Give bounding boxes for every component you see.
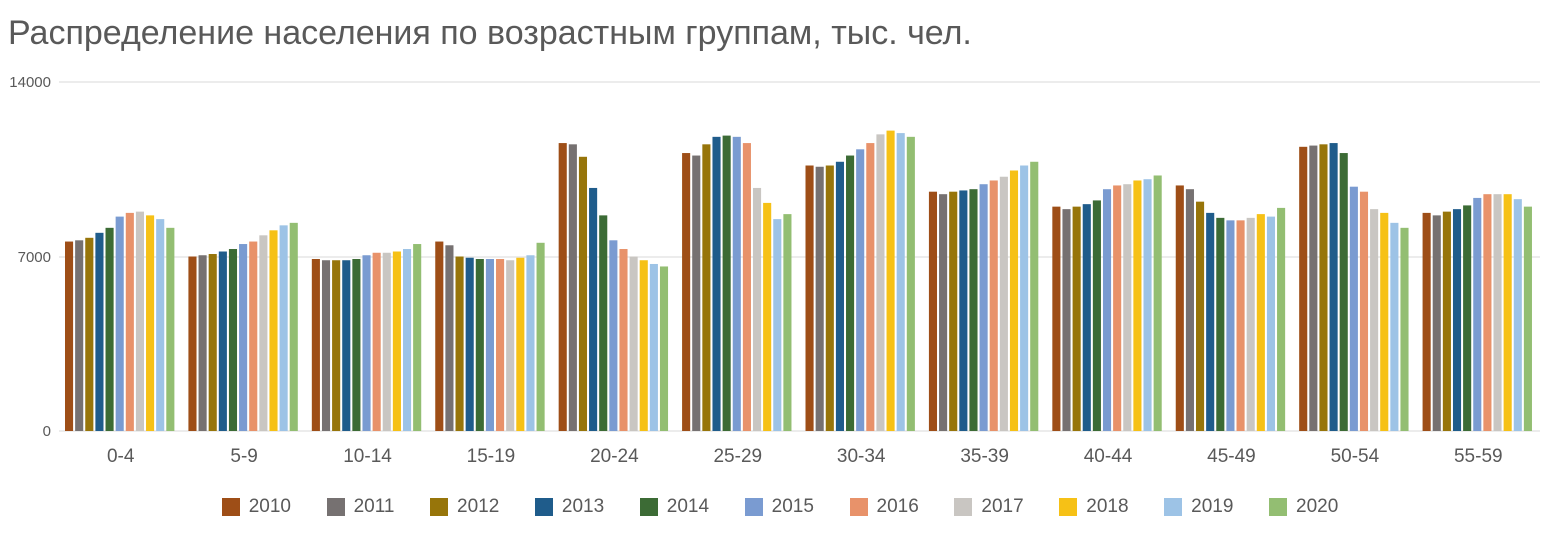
svg-text:20-24: 20-24 [590, 446, 639, 467]
svg-text:5-9: 5-9 [230, 446, 257, 467]
svg-text:40-44: 40-44 [1084, 446, 1133, 467]
svg-text:0: 0 [43, 423, 51, 440]
svg-text:45-49: 45-49 [1207, 446, 1256, 467]
svg-text:15-19: 15-19 [467, 446, 516, 467]
svg-text:10-14: 10-14 [343, 446, 392, 467]
svg-text:30-34: 30-34 [837, 446, 886, 467]
svg-text:0-4: 0-4 [107, 446, 135, 467]
svg-text:14000: 14000 [9, 74, 51, 91]
svg-text:50-54: 50-54 [1331, 446, 1380, 467]
svg-text:55-59: 55-59 [1454, 446, 1503, 467]
svg-text:7000: 7000 [18, 249, 51, 266]
svg-text:35-39: 35-39 [960, 446, 1009, 467]
svg-text:25-29: 25-29 [713, 446, 762, 467]
